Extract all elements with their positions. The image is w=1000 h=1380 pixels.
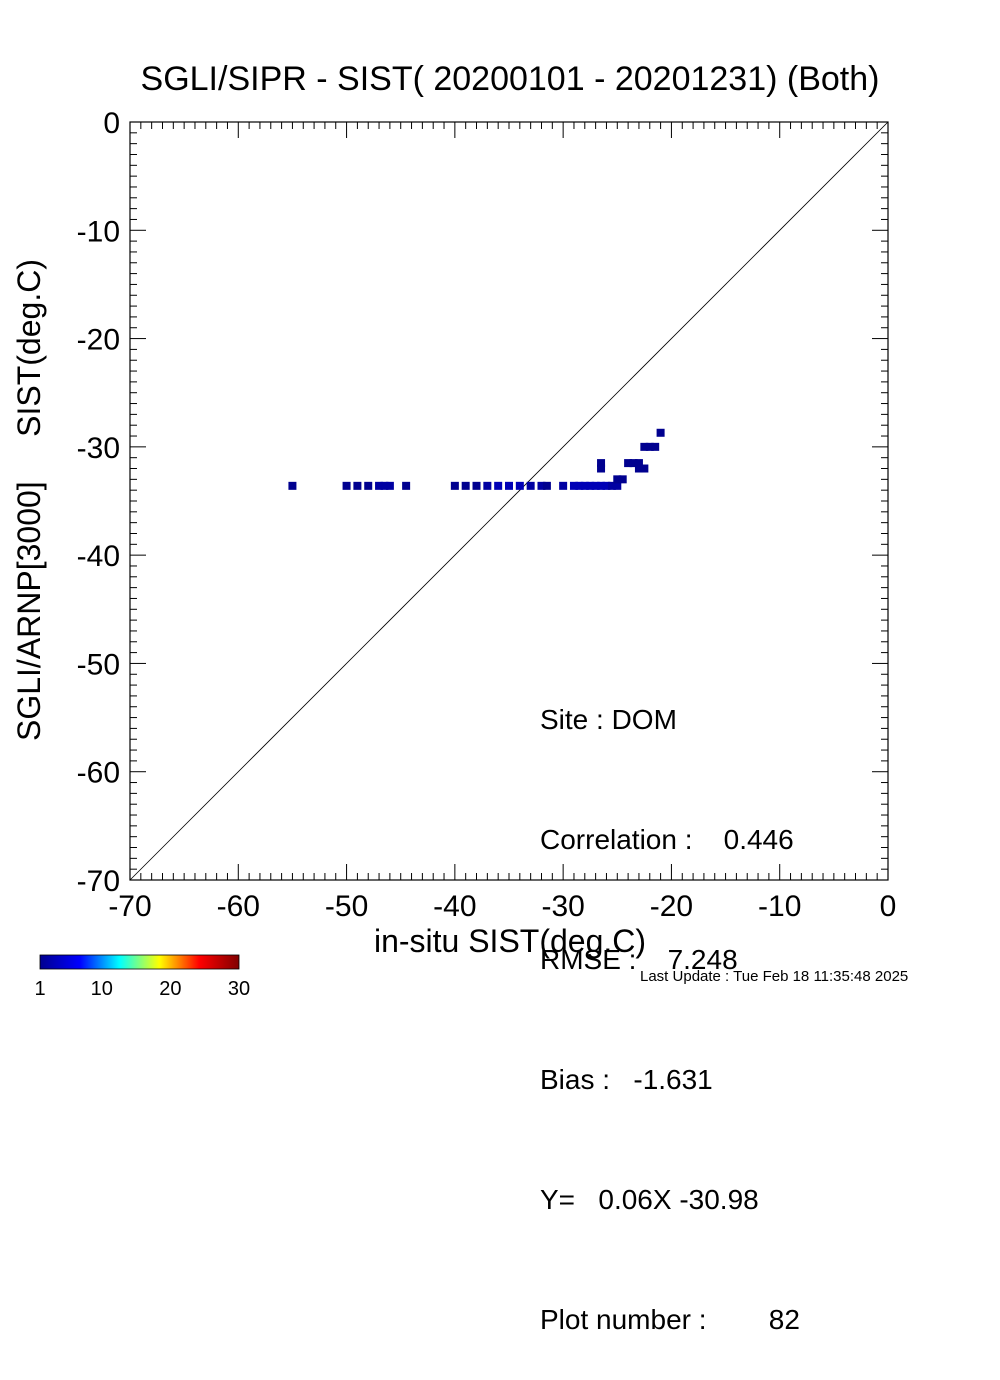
- statistics-panel: Site : DOM Correlation : 0.446 RMSE : 7.…: [540, 620, 800, 1380]
- x-tick-label: 0: [880, 890, 897, 923]
- data-point: [537, 481, 546, 490]
- data-point: [380, 481, 389, 490]
- data-point: [591, 481, 600, 490]
- data-point: [640, 464, 649, 473]
- data-point: [645, 442, 654, 451]
- x-tick-label: -70: [108, 890, 151, 923]
- data-point: [624, 459, 633, 468]
- data-point: [586, 481, 595, 490]
- axis-ticks: [129, 121, 889, 881]
- y-tick-label: 0: [103, 107, 120, 140]
- rmse-label: RMSE : 7.248: [540, 944, 738, 975]
- data-point: [634, 464, 643, 473]
- colorbar-tick-label: 30: [228, 978, 250, 1000]
- chart-title: SGLI/SIPR - SIST( 20200101 - 20201231) (…: [141, 60, 880, 98]
- data-point: [656, 428, 665, 437]
- data-point: [613, 481, 622, 490]
- data-point: [542, 481, 551, 490]
- x-tick-label: -20: [650, 890, 693, 923]
- data-point: [640, 442, 649, 451]
- y-tick-label: -70: [77, 865, 120, 898]
- y-tick-label: -60: [77, 757, 120, 790]
- data-point: [634, 459, 643, 468]
- data-point: [505, 481, 513, 490]
- data-points: [288, 428, 665, 490]
- y-tick-label: -50: [77, 648, 120, 681]
- colorbar-tick-label: 20: [159, 978, 181, 1000]
- data-point: [472, 481, 481, 490]
- data-point: [364, 481, 373, 490]
- x-axis-label: in-situ SIST(deg.C): [374, 923, 646, 959]
- x-tick-label: -50: [325, 890, 368, 923]
- data-point: [559, 481, 568, 490]
- plot-number-label: Plot number : 82: [540, 1304, 800, 1335]
- data-point: [629, 459, 638, 468]
- correlation-label: Correlation : 0.446: [540, 824, 794, 855]
- data-point: [607, 481, 616, 490]
- y-tick-label: -40: [77, 540, 120, 573]
- last-update-label: Last Update : Tue Feb 18 11:35:48 2025: [640, 968, 909, 985]
- data-point: [580, 481, 589, 490]
- data-point: [575, 481, 584, 490]
- data-point: [597, 481, 606, 490]
- data-point: [450, 481, 459, 490]
- regression-label: Y= 0.06X -30.98: [540, 1184, 759, 1215]
- data-point: [569, 481, 578, 490]
- data-point: [613, 475, 622, 484]
- scatter-chart: SGLI/SIPR - SIST( 20200101 - 20201231) (…: [11, 60, 897, 1000]
- colorbar-tick-label: 1: [34, 978, 45, 1000]
- data-point: [618, 475, 627, 484]
- x-tick-label: -30: [541, 890, 584, 923]
- data-point: [651, 442, 660, 451]
- data-point: [602, 481, 611, 490]
- y-tick-label: -20: [77, 324, 120, 357]
- y-tick-label: -10: [77, 215, 120, 248]
- colorbar-tick-label: 10: [91, 978, 113, 1000]
- data-point: [515, 481, 524, 490]
- plot-area: -70 -60 -50 -40 -30 -20 -10 0 0 -10 -20 -30 -40 -50 -6…: [77, 107, 897, 923]
- data-point: [375, 481, 384, 490]
- data-point: [526, 481, 535, 490]
- data-point: [483, 481, 492, 490]
- one-to-one-line: [129, 121, 889, 881]
- bias-label: Bias : -1.631: [540, 1064, 713, 1095]
- data-point: [461, 481, 470, 490]
- data-point: [402, 481, 411, 490]
- y-axis-label: SGLI/ARNP[3000] SIST(deg.C): [11, 259, 47, 741]
- colorbar: 1 10 20 30: [34, 954, 250, 1000]
- y-tick-label: -30: [77, 432, 120, 465]
- data-point: [494, 481, 503, 490]
- data-point: [342, 481, 351, 490]
- data-point: [385, 481, 394, 490]
- x-tick-label: -60: [217, 890, 260, 923]
- data-point: [353, 481, 362, 490]
- colorbar-gradient: [39, 954, 240, 970]
- x-tick-label: -40: [433, 890, 476, 923]
- data-point: [597, 459, 606, 468]
- site-label: Site : DOM: [540, 704, 677, 735]
- data-point: [597, 464, 606, 473]
- x-tick-label: -10: [758, 890, 801, 923]
- data-point: [288, 481, 297, 490]
